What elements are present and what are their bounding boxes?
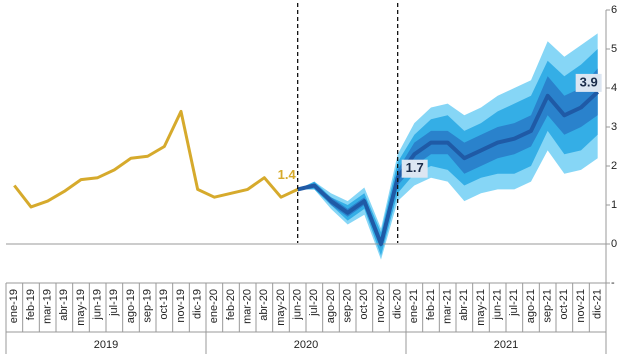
- group-label: 2019: [94, 339, 118, 351]
- x-tick-label: oct-19: [158, 289, 170, 320]
- x-tick-label: jun-19: [92, 289, 104, 321]
- x-tick-label: nov-21: [575, 289, 587, 323]
- x-tick-label: ene-20: [208, 289, 220, 323]
- label-box: [575, 73, 602, 92]
- x-tick-label: ene-19: [8, 289, 20, 323]
- label-box: [401, 159, 428, 178]
- x-tick-label: sep-21: [542, 289, 554, 323]
- x-tick-label: jul-21: [508, 289, 520, 317]
- y-tick-label: 3: [611, 121, 617, 133]
- x-tick-label: feb-21: [425, 289, 437, 320]
- x-tick-label: dic-19: [192, 289, 204, 319]
- x-tick-label: dic-21: [592, 289, 604, 319]
- series-line: [13, 109, 299, 209]
- y-tick-label: 6: [611, 4, 617, 16]
- y-tick-label: 0: [611, 238, 617, 250]
- y-tick-label: 4: [611, 82, 617, 94]
- x-tick-label: oct-21: [558, 289, 570, 320]
- y-tick-label: 5: [611, 43, 617, 55]
- x-tick-label: dic-20: [392, 289, 404, 319]
- series-line: [297, 90, 600, 246]
- x-tick-label: jul-19: [108, 289, 120, 317]
- x-tick-label: nov-19: [175, 289, 187, 323]
- x-tick-label: oct-20: [358, 289, 370, 320]
- x-tick-label: abr-21: [458, 289, 470, 321]
- y-tick-label: -: [611, 277, 615, 289]
- x-tick-label: mar-19: [42, 289, 54, 324]
- x-tick-label: jun-20: [292, 289, 304, 321]
- x-tick-label: sep-20: [342, 289, 354, 323]
- x-tick-label: ago-19: [125, 289, 137, 323]
- x-tick-label: may-19: [75, 289, 87, 326]
- x-tick-label: may-21: [475, 289, 487, 326]
- x-tick-label: nov-20: [375, 289, 387, 323]
- x-tick-label: feb-19: [25, 289, 37, 320]
- data-label: 1.4: [278, 167, 297, 182]
- x-tick-label: abr-19: [58, 289, 70, 321]
- x-tick-label: mar-21: [442, 289, 454, 324]
- group-label: 2021: [494, 339, 518, 351]
- x-tick-label: jul-20: [308, 289, 320, 317]
- data-label: 1.7: [406, 160, 424, 175]
- y-tick-label: 2: [611, 160, 617, 172]
- y-tick-label: 1: [611, 199, 617, 211]
- x-tick-label: mar-20: [242, 289, 254, 324]
- data-label: 3.9: [580, 74, 598, 89]
- x-tick-label: jun-21: [492, 289, 504, 321]
- x-tick-label: abr-20: [258, 289, 270, 321]
- x-tick-label: ene-21: [408, 289, 420, 323]
- group-label: 2020: [294, 339, 318, 351]
- x-tick-label: ago-21: [525, 289, 537, 323]
- x-tick-label: sep-19: [142, 289, 154, 323]
- x-tick-label: ago-20: [325, 289, 337, 323]
- x-tick-label: may-20: [275, 289, 287, 326]
- x-tick-label: feb-20: [225, 289, 237, 320]
